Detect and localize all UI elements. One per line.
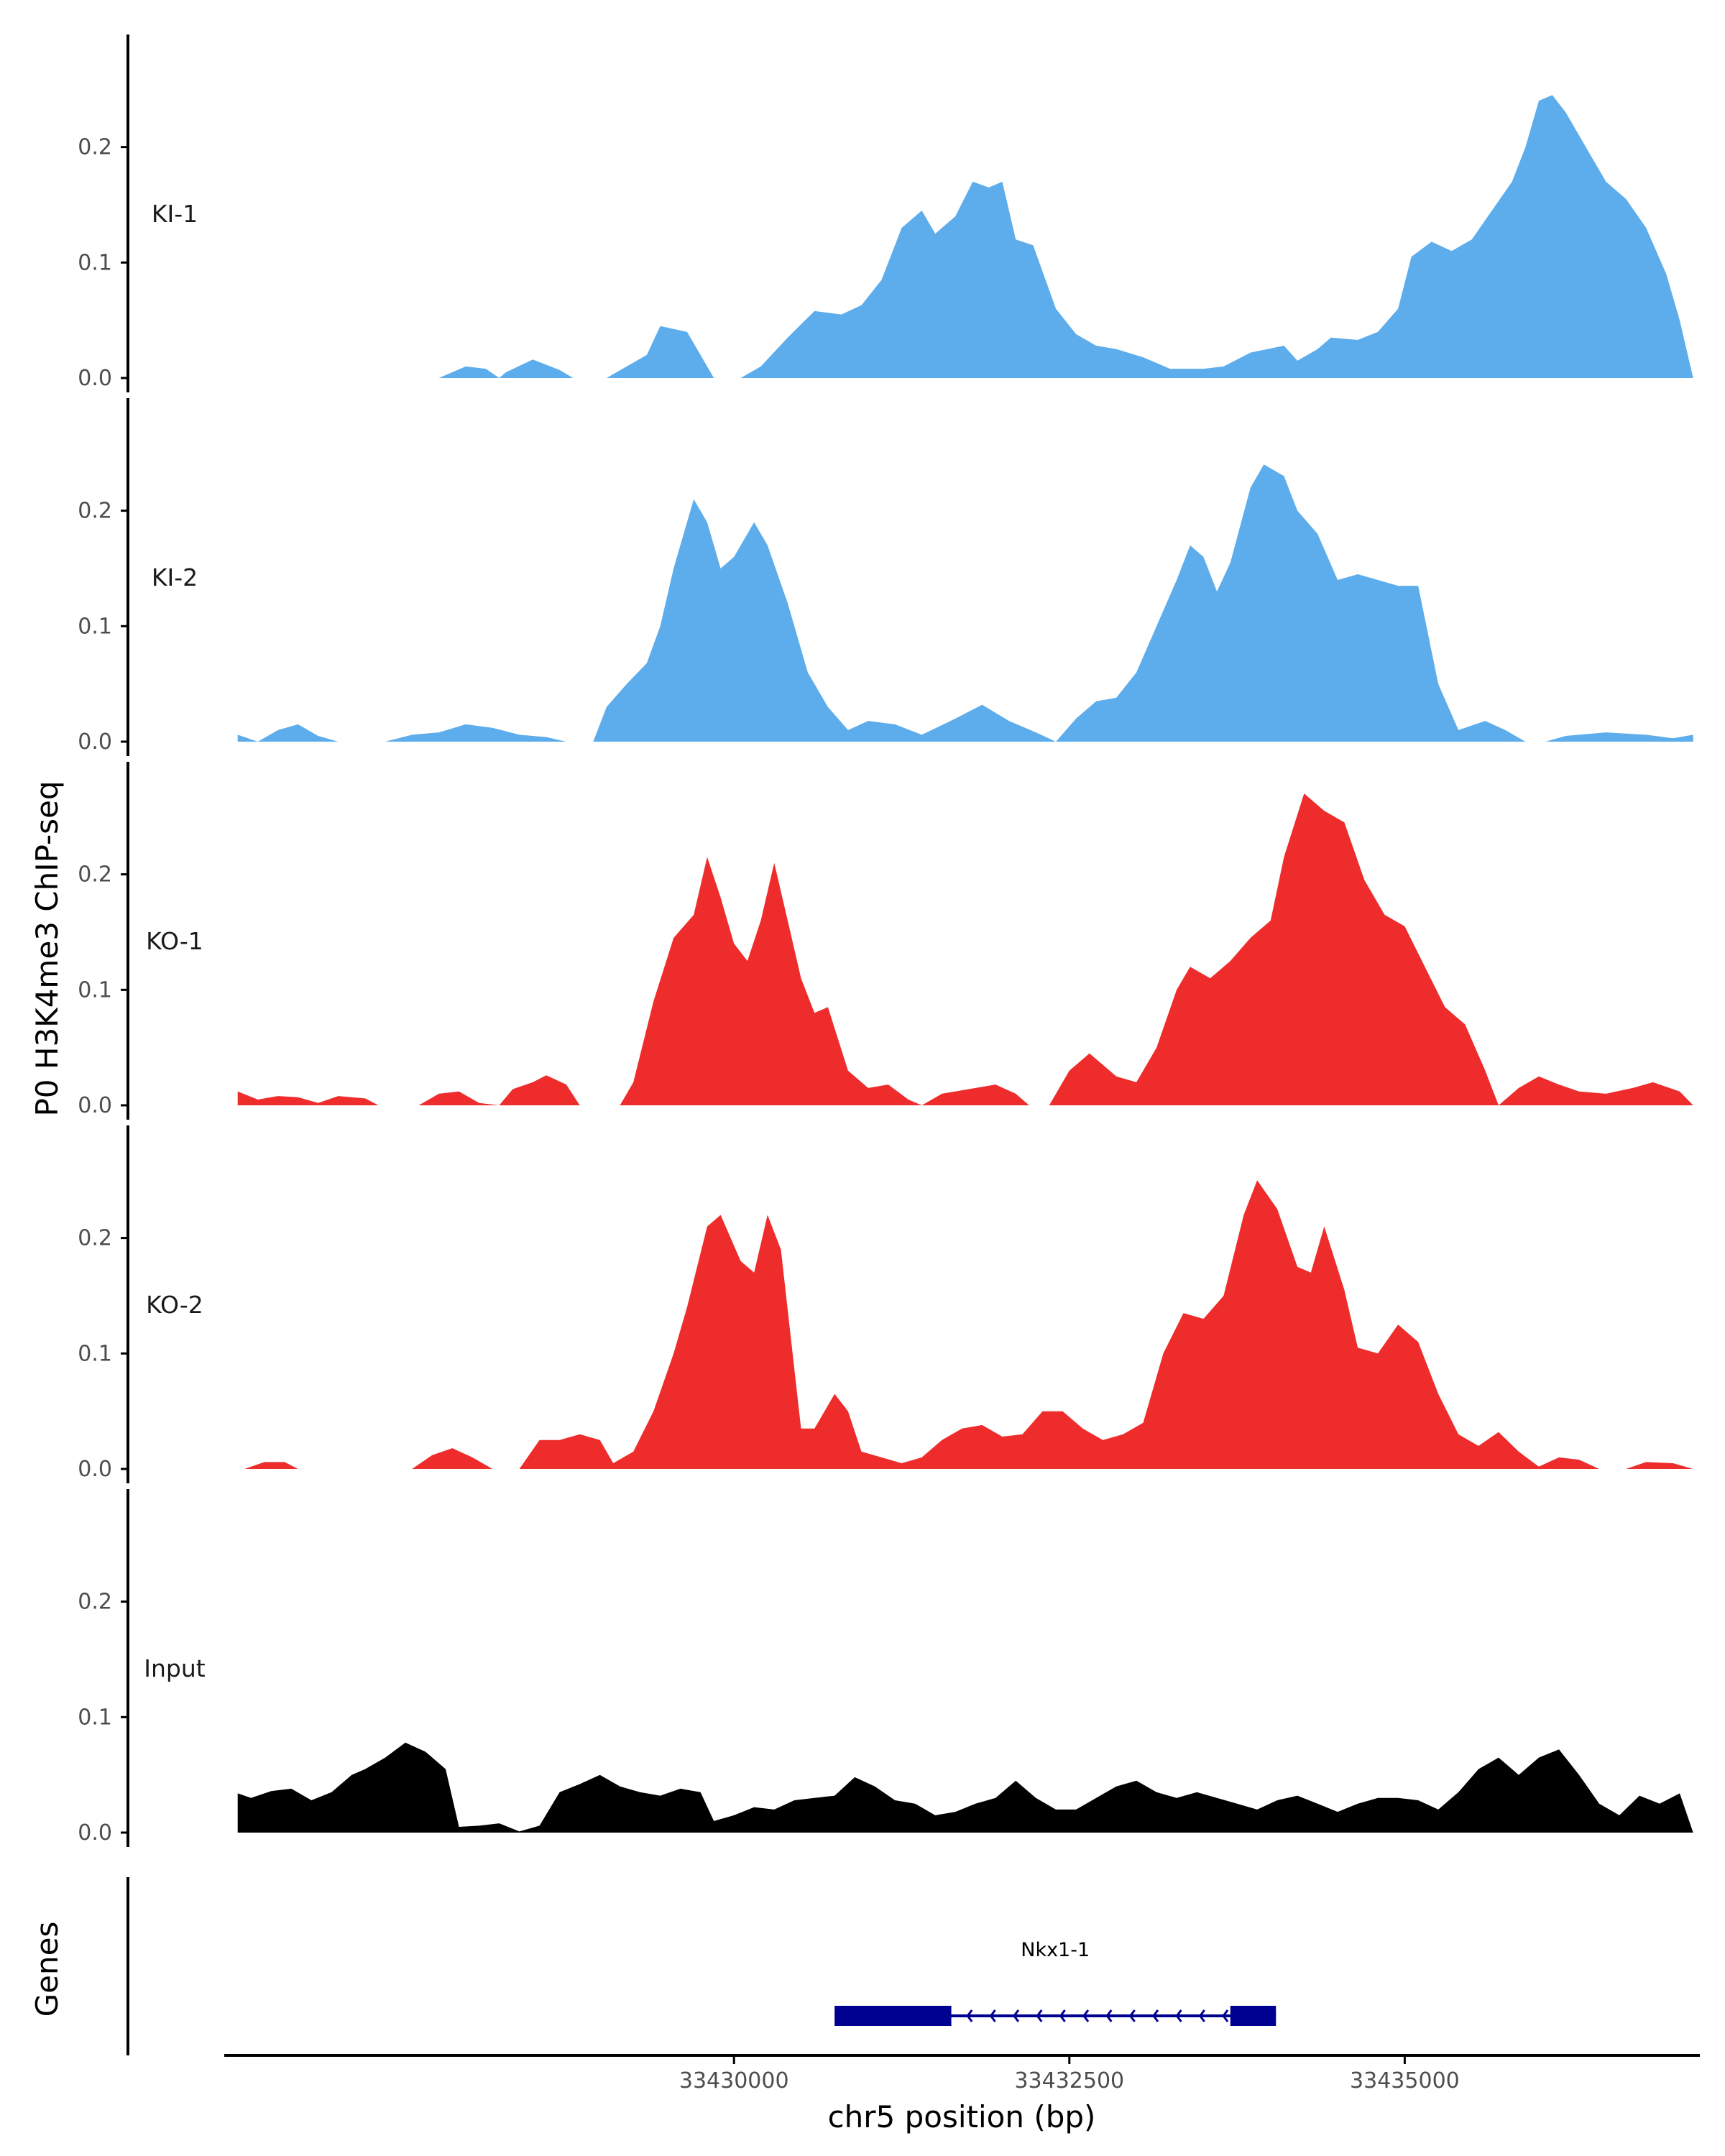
x-axis-title: chr5 position (bp) <box>828 2099 1096 2134</box>
strand-arrow <box>1222 2009 1229 2022</box>
y-tick-label: 0.2 <box>78 1226 112 1251</box>
strand-arrow <box>1013 2009 1020 2022</box>
x-tick-label: 33432500 <box>1014 2068 1124 2093</box>
track-ko-2: 0.0 0.1 0.2 KO-2 <box>78 1125 1693 1483</box>
y-tick-label: 0.0 <box>78 1820 112 1846</box>
track-label: KI-1 <box>152 200 198 228</box>
tracks-layer: 0.00.10.2KI-10.00.10.2KI-20.00.10.2KO-10… <box>78 34 1693 1847</box>
x-tick-label: 33435000 <box>1350 2068 1460 2093</box>
genes-axis-title: Genes <box>29 1922 65 2017</box>
strand-arrow <box>1152 2009 1159 2022</box>
genes-panel: Nkx1-1 <box>126 1877 1276 2055</box>
y-tick-label: 0.1 <box>78 250 112 275</box>
y-tick-label: 0.0 <box>78 366 112 391</box>
y-tick-label: 0.1 <box>78 1705 112 1730</box>
track-label: KI-2 <box>152 563 198 591</box>
y-tick-label: 0.1 <box>78 1341 112 1366</box>
strand-arrow <box>1175 2009 1182 2022</box>
strand-arrow <box>1105 2009 1113 2022</box>
x-tick-label: 33430000 <box>679 2068 789 2093</box>
coverage-area-input <box>237 1742 1693 1833</box>
strand-arrow <box>1198 2009 1205 2022</box>
y-tick-label: 0.2 <box>78 499 112 524</box>
strand-arrow <box>1082 2009 1090 2022</box>
x-axis: 33430000 33432500 33435000 <box>224 2054 1700 2093</box>
y-axis-title: P0 H3K4me3 ChIP-seq <box>29 780 65 1116</box>
gene-name-label: Nkx1-1 <box>1021 1939 1090 1961</box>
y-tick-label: 0.2 <box>78 135 112 160</box>
y-tick-label: 0.1 <box>78 977 112 1003</box>
gene-exon-block <box>834 2006 952 2026</box>
gene-exon-block <box>1230 2006 1276 2026</box>
y-tick-label: 0.0 <box>78 1457 112 1482</box>
strand-arrow <box>989 2009 996 2022</box>
coverage-area-ki-2 <box>237 464 1693 742</box>
strand-arrow <box>1128 2009 1136 2022</box>
strand-arrow <box>966 2009 973 2022</box>
y-tick-label: 0.0 <box>78 1093 112 1118</box>
track-ko-1: 0.0 0.1 0.2 KO-1 <box>78 762 1693 1120</box>
y-tick-label: 0.2 <box>78 1590 112 1615</box>
track-label: Input <box>144 1654 206 1682</box>
coverage-area-ko-2 <box>244 1180 1693 1469</box>
y-tick-label: 0.0 <box>78 729 112 755</box>
strand-arrow <box>1036 2009 1043 2022</box>
y-tick-label: 0.2 <box>78 862 112 888</box>
coverage-area-ko-1 <box>237 793 1693 1105</box>
track-label: KO-2 <box>146 1291 203 1319</box>
strand-arrow <box>1059 2009 1066 2022</box>
track-label: KO-1 <box>146 927 203 955</box>
y-tick-label: 0.1 <box>78 614 112 639</box>
track-input: 0.0 0.1 0.2 Input <box>78 1489 1693 1847</box>
track-ki-1: 0.0 0.1 0.2 KI-1 <box>78 34 1693 392</box>
track-ki-2: 0.0 0.1 0.2 KI-2 <box>78 398 1693 756</box>
coverage-area-ki-1 <box>438 95 1693 379</box>
